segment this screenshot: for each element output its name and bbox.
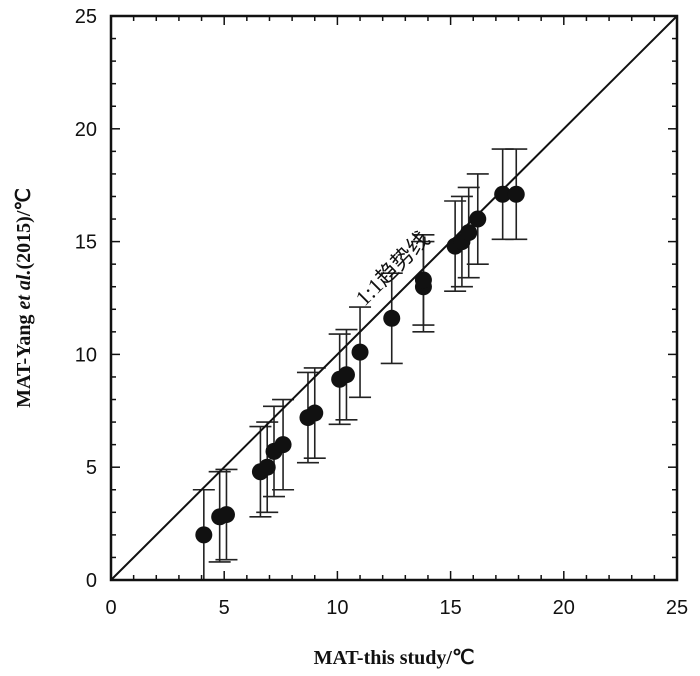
x-tick-label: 15: [439, 597, 461, 619]
data-point: [351, 343, 369, 361]
y-tick-label: 10: [75, 344, 97, 366]
data-point: [469, 210, 487, 228]
y-axis-title-part: MAT-Yang: [13, 309, 35, 407]
x-tick-label: 0: [105, 597, 116, 619]
one-to-one-trend-line: [110, 15, 678, 581]
data-point: [217, 506, 235, 524]
x-tick-label: 20: [553, 597, 575, 619]
data-point: [258, 458, 276, 476]
x-axis-title: MAT-this study/℃: [314, 647, 475, 669]
data-point: [274, 436, 292, 454]
data-point: [460, 224, 478, 242]
y-axis-title-part: et al.: [13, 269, 35, 309]
x-tick-labels: 0 5 10 15 20 25: [105, 597, 688, 619]
y-tick-label: 25: [75, 6, 97, 28]
y-tick-label: 5: [86, 457, 97, 479]
y-axis-title-part: (2015)/℃: [13, 188, 35, 269]
y-tick-labels: 0 5 10 15 20 25: [75, 6, 97, 592]
y-tick-label: 0: [86, 570, 97, 592]
data-point: [306, 404, 324, 422]
x-tick-label: 5: [219, 597, 230, 619]
data-point: [507, 185, 525, 203]
plot-frame: [109, 14, 679, 582]
y-tick-label: 20: [75, 119, 97, 141]
data-point: [383, 309, 401, 327]
data-point: [414, 271, 432, 289]
data-point: [494, 185, 512, 203]
x-tick-label: 25: [666, 597, 688, 619]
y-tick-label: 15: [75, 232, 97, 254]
y-axis-title: MAT-Yang et al.(2015)/℃: [13, 188, 35, 408]
x-tick-label: 10: [326, 597, 348, 619]
data-point: [195, 526, 213, 544]
data-point: [337, 366, 355, 384]
data-points: [195, 185, 525, 544]
